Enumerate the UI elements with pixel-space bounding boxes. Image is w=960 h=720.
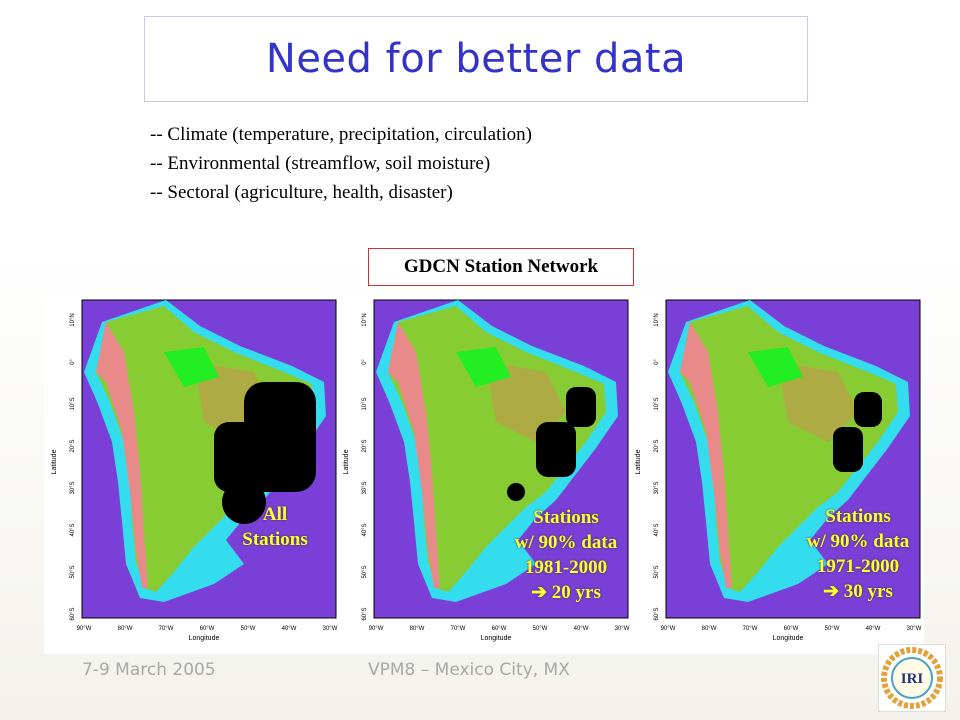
caption-line: 1971-2000 (816, 556, 900, 577)
south-america-land (680, 306, 898, 592)
lat-tick-label: 10°S (362, 397, 368, 410)
lat-tick-label: 10°N (362, 313, 368, 326)
caption-line: Stations (242, 529, 308, 550)
caption-line: Stations (533, 507, 599, 528)
lat-tick-label: 20°S (70, 439, 76, 452)
lat-tick-label: 50°S (70, 565, 76, 578)
lon-tick-label: 40°W (574, 626, 589, 632)
longitude-label: Longitude (481, 635, 512, 642)
andes-range (96, 322, 148, 588)
longitude-label: Longitude (773, 635, 804, 642)
amazon-lowland (456, 347, 511, 387)
map-stations-1971-2000: Latitude 10°N 0° 10°S 20°S 30°S 40°S 50°S 60°S90… (635, 299, 922, 642)
network-label: GDCN Station Network (403, 256, 599, 277)
lon-tick-label: 60°W (492, 626, 507, 632)
map-all-stations: Latitude 10°N 0° 10°S 20°S 30°S 40°S 50°S 60°S90… (51, 299, 338, 642)
lon-tick-label: 70°W (743, 626, 758, 632)
footer-event: VPM8 – Mexico City, MX (368, 660, 570, 680)
lat-tick-label: 30°S (362, 481, 368, 494)
caption-line: 1981-2000 (524, 557, 608, 578)
lon-tick-label: 40°W (282, 626, 297, 632)
lon-tick-label: 90°W (369, 626, 384, 632)
lon-tick-label: 30°W (907, 626, 922, 632)
lat-tick-label: 40°S (362, 523, 368, 536)
network-label-box: GDCN Station Network (368, 248, 634, 286)
highlands (778, 362, 858, 442)
map-frame (373, 299, 629, 619)
andes-range (680, 322, 732, 588)
footer-date: 7-9 March 2005 (82, 660, 216, 680)
lat-tick-label: 60°S (70, 607, 76, 620)
caption-all: All Stations (220, 502, 330, 552)
lat-tick-label: 10°S (654, 397, 660, 410)
caption-line: All (262, 504, 288, 525)
caption-line: ➔ 20 yrs (531, 582, 601, 603)
maps-strip: Latitude 10°N 0° 10°S 20°S 30°S 40°S 50°S 60°S 90… (44, 292, 924, 654)
lon-tick-label: 70°W (159, 626, 174, 632)
amazon-lowland (164, 347, 219, 387)
map-frame (665, 299, 921, 619)
south-america-land (388, 306, 606, 592)
lon-tick-label: 80°W (702, 626, 717, 632)
lat-tick-label: 30°S (70, 481, 76, 494)
latitude-label: Latitude (51, 449, 58, 474)
logo-text: IRI (901, 671, 924, 687)
map-stations-1981-2000: Latitude 10°N 0° 10°S 20°S 30°S 40°S 50°S 60°S90… (343, 299, 630, 642)
lon-tick-label: 30°W (323, 626, 338, 632)
lon-tick-label: 40°W (866, 626, 881, 632)
bullet-sectoral: -- Sectoral (agriculture, health, disast… (150, 182, 453, 203)
andes-range (388, 322, 440, 588)
map-panel-1971: Latitude 10°N 0° 10°S 20°S 30°S 40°S 50°S 60°S 90… (628, 292, 924, 654)
lon-tick-label: 70°W (451, 626, 466, 632)
lon-tick-label: 90°W (661, 626, 676, 632)
bullet-list: -- Climate (temperature, precipitation, … (150, 120, 532, 207)
lon-tick-label: 80°W (118, 626, 133, 632)
title-box: Need for better data (144, 16, 808, 102)
lat-tick-label: 0° (654, 359, 660, 365)
caption-line: w/ 90% data (806, 531, 910, 552)
lat-tick-label: 60°S (362, 607, 368, 620)
lat-tick-label: 20°S (362, 439, 368, 452)
lat-tick-label: 50°S (654, 565, 660, 578)
south-america-land (96, 306, 314, 592)
lat-tick-label: 10°N (70, 313, 76, 326)
lon-tick-label: 30°W (615, 626, 630, 632)
slide-title: Need for better data (265, 36, 687, 82)
iri-logo-icon: IRI (881, 647, 943, 709)
lat-tick-label: 0° (70, 359, 76, 365)
lat-tick-label: 0° (362, 359, 368, 365)
lon-tick-label: 60°W (200, 626, 215, 632)
lat-tick-label: 50°S (362, 565, 368, 578)
lat-tick-label: 40°S (654, 523, 660, 536)
lat-tick-label: 10°S (70, 397, 76, 410)
caption-line: w/ 90% data (514, 532, 618, 553)
iri-logo: IRI (878, 644, 946, 712)
longitude-label: Longitude (189, 635, 220, 642)
caption-1971: Stations w/ 90% data 1971-2000 ➔ 30 yrs (798, 504, 918, 604)
lat-tick-label: 10°N (654, 313, 660, 326)
lon-tick-label: 50°W (533, 626, 548, 632)
latitude-label: Latitude (343, 449, 350, 474)
caption-line: Stations (825, 506, 891, 527)
map-frame (81, 299, 337, 619)
lat-tick-label: 20°S (654, 439, 660, 452)
lon-tick-label: 90°W (77, 626, 92, 632)
bullet-environmental: -- Environmental (streamflow, soil moist… (150, 153, 491, 174)
caption-line: ➔ 30 yrs (823, 581, 893, 602)
lat-tick-label: 60°S (654, 607, 660, 620)
lon-tick-label: 50°W (825, 626, 840, 632)
lon-tick-label: 80°W (410, 626, 425, 632)
bullet-climate: -- Climate (temperature, precipitation, … (150, 124, 532, 145)
lat-tick-label: 40°S (70, 523, 76, 536)
lon-tick-label: 50°W (241, 626, 256, 632)
caption-1981: Stations w/ 90% data 1981-2000 ➔ 20 yrs (506, 505, 626, 605)
amazon-lowland (748, 347, 803, 387)
lon-tick-label: 60°W (784, 626, 799, 632)
map-panel-1981: Latitude 10°N 0° 10°S 20°S 30°S 40°S 50°S 60°S 90… (336, 292, 632, 654)
latitude-label: Latitude (635, 449, 642, 474)
highlands (486, 362, 566, 442)
lat-tick-label: 30°S (654, 481, 660, 494)
map-panel-all: Latitude 10°N 0° 10°S 20°S 30°S 40°S 50°S 60°S 90… (44, 292, 340, 654)
